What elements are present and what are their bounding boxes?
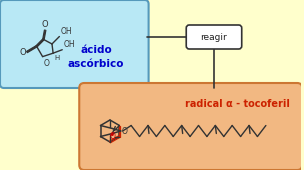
Text: O: O bbox=[109, 132, 116, 141]
Text: radical α - tocoferil: radical α - tocoferil bbox=[185, 99, 290, 109]
Text: H: H bbox=[54, 55, 59, 61]
Text: ácido
ascórbico: ácido ascórbico bbox=[68, 45, 124, 69]
Text: O: O bbox=[42, 20, 48, 29]
FancyBboxPatch shape bbox=[186, 25, 242, 49]
FancyBboxPatch shape bbox=[0, 0, 149, 88]
Text: reagir: reagir bbox=[201, 33, 227, 42]
Text: O: O bbox=[43, 59, 50, 68]
Text: O: O bbox=[122, 126, 128, 135]
Text: OH: OH bbox=[63, 40, 75, 49]
FancyBboxPatch shape bbox=[79, 83, 302, 170]
Text: OH: OH bbox=[60, 27, 72, 36]
Text: O: O bbox=[19, 48, 26, 56]
Text: •: • bbox=[108, 131, 114, 140]
